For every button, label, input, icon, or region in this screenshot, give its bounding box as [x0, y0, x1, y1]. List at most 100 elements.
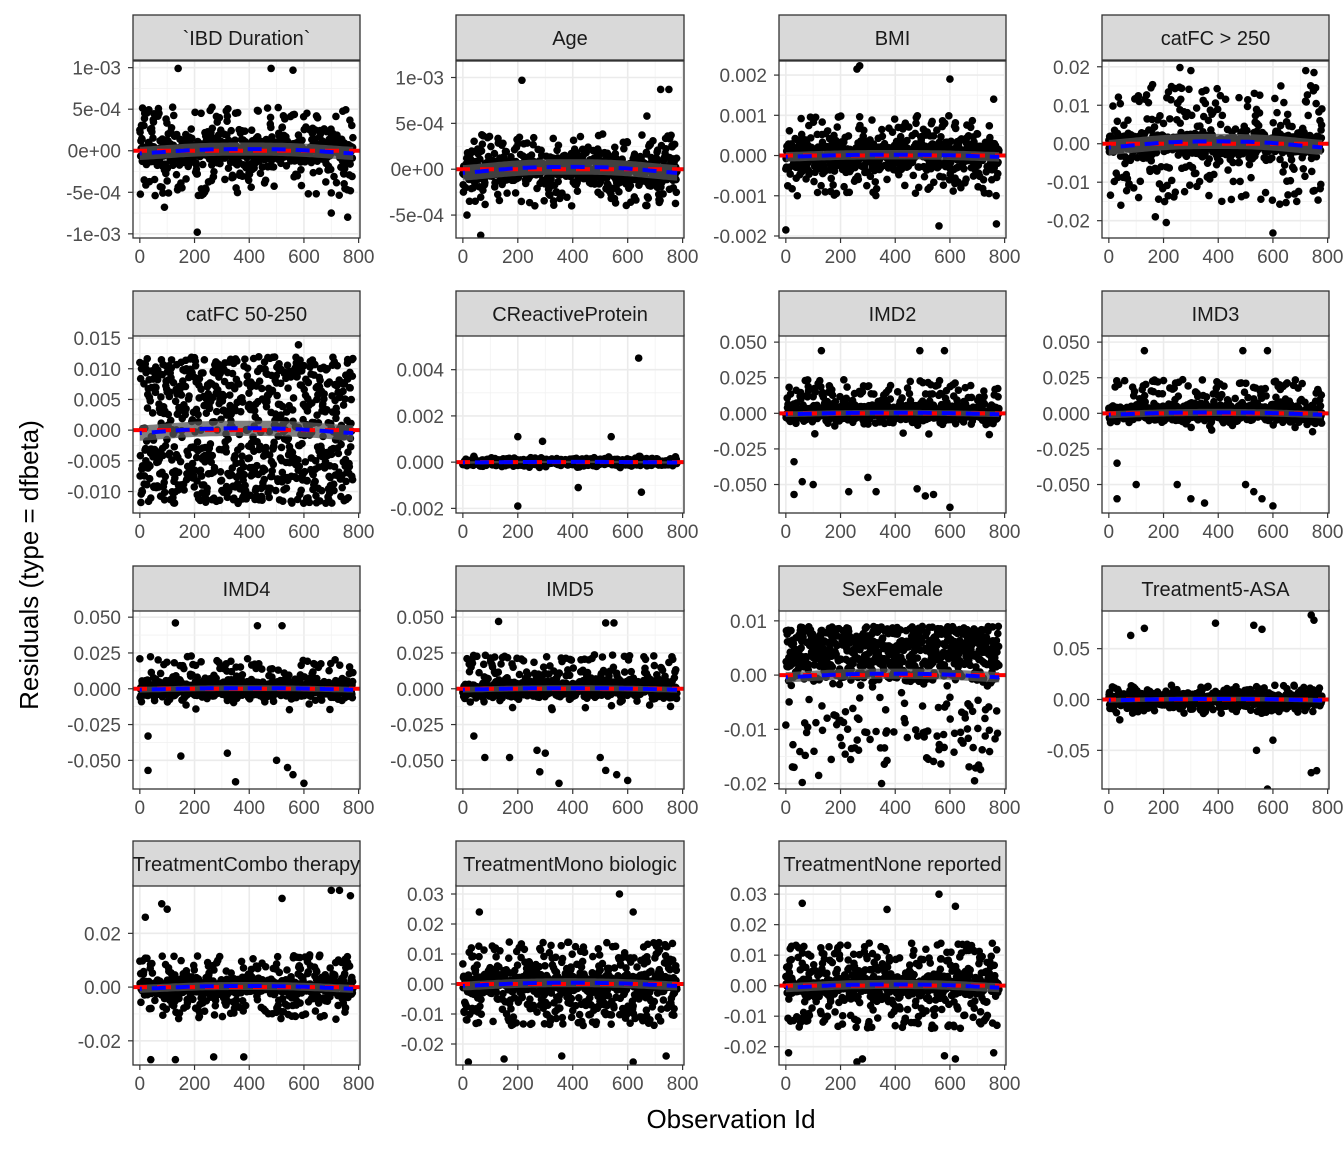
- data-point: [303, 476, 312, 485]
- data-point: [220, 392, 228, 400]
- data-point: [1229, 177, 1238, 186]
- data-point: [346, 443, 355, 451]
- data-point: [335, 191, 344, 200]
- data-point: [276, 379, 285, 388]
- x-tick-label: 400: [879, 247, 911, 268]
- data-point: [344, 493, 353, 502]
- data-point: [161, 472, 170, 481]
- data-point: [1271, 94, 1279, 103]
- data-point: [806, 134, 815, 142]
- data-point: [332, 408, 341, 417]
- data-point: [224, 164, 233, 173]
- data-point: [316, 497, 324, 505]
- data-point: [245, 389, 253, 397]
- data-point: [1275, 200, 1284, 208]
- data-point: [210, 463, 219, 472]
- data-point: [1290, 165, 1298, 174]
- data-point: [1144, 98, 1153, 107]
- data-point: [145, 105, 153, 114]
- data-point: [270, 438, 278, 447]
- data-point: [946, 75, 954, 83]
- data-point: [511, 189, 520, 197]
- data-point: [920, 172, 929, 181]
- data-point: [1187, 111, 1196, 120]
- data-point: [966, 123, 975, 132]
- data-point: [992, 191, 1000, 200]
- smooth-confidence-band: [139, 142, 354, 160]
- data-point: [148, 409, 157, 417]
- data-point: [538, 437, 547, 446]
- data-point: [519, 152, 527, 160]
- facet-strip-label: BMI: [875, 28, 911, 50]
- x-tick-label: 600: [288, 522, 320, 543]
- data-point: [270, 353, 279, 361]
- data-point: [347, 395, 356, 404]
- data-point: [215, 496, 224, 505]
- data-point: [503, 189, 511, 197]
- data-point: [811, 113, 820, 122]
- data-point: [269, 163, 278, 171]
- data-point: [989, 95, 998, 104]
- y-tick-label: 1e-03: [395, 69, 444, 90]
- data-point: [237, 442, 245, 451]
- data-point: [549, 134, 558, 143]
- data-point: [949, 187, 958, 195]
- facet-strip-background: [132, 14, 361, 61]
- data-point: [231, 452, 239, 460]
- data-point: [332, 414, 340, 423]
- data-point: [149, 118, 158, 126]
- x-tick-label: 0: [1104, 247, 1115, 268]
- x-tick-label: 0: [135, 247, 146, 268]
- data-point: [1269, 118, 1278, 127]
- data-point: [1210, 170, 1218, 179]
- data-point: [1129, 184, 1138, 192]
- y-tick-label: 0e+00: [391, 160, 444, 181]
- data-point: [1176, 63, 1184, 72]
- data-point: [236, 407, 245, 416]
- data-point: [1243, 102, 1252, 111]
- data-point: [297, 181, 306, 190]
- data-point: [208, 124, 217, 133]
- data-point: [866, 172, 875, 181]
- data-point: [1247, 173, 1255, 182]
- data-point: [341, 106, 350, 114]
- data-point: [1163, 181, 1171, 190]
- data-point: [166, 416, 175, 425]
- data-point: [788, 185, 796, 193]
- data-point: [478, 140, 487, 148]
- x-tick-label: 800: [667, 247, 699, 268]
- data-point: [346, 384, 354, 392]
- data-point: [274, 103, 283, 112]
- data-point: [243, 372, 252, 380]
- data-point: [191, 108, 199, 117]
- y-tick-label: 0e+00: [68, 142, 121, 163]
- data-point: [245, 454, 254, 462]
- data-point: [143, 404, 152, 412]
- data-point: [845, 188, 854, 197]
- x-tick-label: 200: [1148, 247, 1180, 268]
- data-point: [1167, 96, 1175, 104]
- data-point: [224, 104, 232, 113]
- data-point: [837, 112, 845, 120]
- data-point: [188, 459, 197, 468]
- data-point: [805, 170, 813, 178]
- smooth-confidence-band: [139, 420, 354, 441]
- data-point: [514, 140, 522, 148]
- fit-lines: [456, 159, 684, 181]
- data-point: [163, 177, 171, 185]
- data-point: [185, 392, 193, 400]
- y-tick-label: 0.001: [719, 106, 767, 127]
- data-point: [1302, 98, 1311, 106]
- data-point: [855, 113, 864, 121]
- x-tick-label: 400: [233, 522, 265, 543]
- data-point: [263, 104, 272, 112]
- data-point: [190, 483, 199, 491]
- data-point: [268, 472, 276, 481]
- data-point: [1224, 166, 1232, 174]
- data-point: [656, 85, 665, 94]
- data-point: [1261, 188, 1270, 197]
- data-point: [333, 361, 342, 370]
- data-point: [563, 193, 571, 202]
- data-point: [1205, 155, 1214, 163]
